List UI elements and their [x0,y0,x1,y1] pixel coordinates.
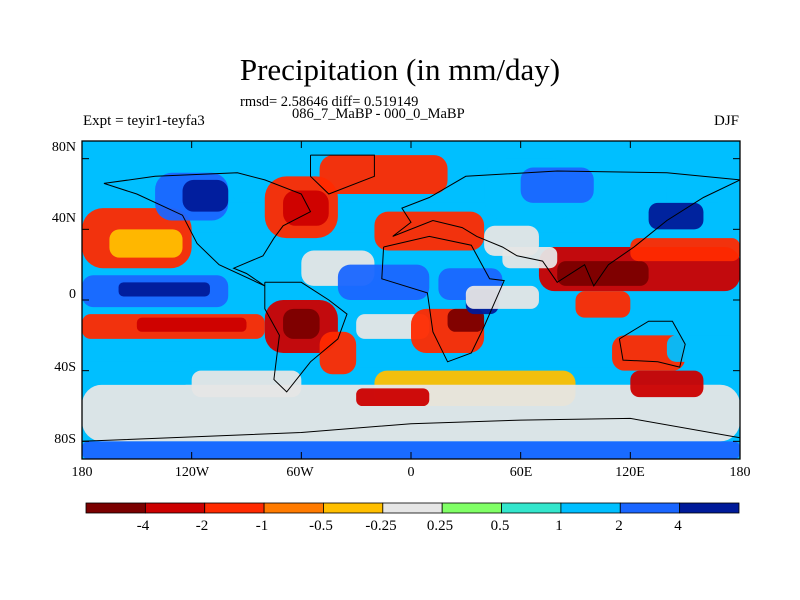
anomaly-patch [182,179,229,212]
colorbar-swatch [85,502,146,514]
precipitation-field [82,141,740,459]
x-tick-label: 120E [615,465,645,480]
colorbar-swatch [204,502,265,514]
colorbar-tick-label: 4 [674,518,682,534]
comparison-label: 086_7_MaBP - 000_0_MaBP [292,106,465,122]
colorbar-swatch [144,502,206,514]
x-tick-label: 180 [729,465,751,480]
anomaly-patch [465,285,539,309]
anomaly-patch [283,190,329,226]
anomaly-patch [319,155,448,194]
coastline-segment [392,170,740,287]
anomaly-patch [575,291,631,318]
anomaly-patch [356,388,430,406]
colorbar-swatch [619,502,681,514]
colorbar-tick-label: 1 [555,518,563,534]
coastline [82,154,740,442]
anomaly-patch [283,308,320,339]
x-tick-label: 60W [286,465,314,480]
coastline-segment [618,320,686,368]
chart-title: Precipitation (in mm/day) [239,52,561,87]
y-tick-label: 80N [51,140,76,155]
colorbar-tick-label: -2 [195,518,209,534]
anomaly-patch [82,361,192,385]
colorbar-tick-label: -0.5 [309,518,333,534]
colorbar-swatch [441,502,502,514]
anomaly-patch [447,308,485,332]
anomaly-patch [648,202,704,230]
anomaly-patch [630,370,704,398]
anomaly-patch [337,264,430,300]
anomaly-patch [82,441,740,459]
colorbar-tick-label: 0.25 [426,518,454,534]
coastline-segment [264,281,348,393]
anomaly-patch [630,238,740,262]
x-tick-label: 0 [407,465,415,480]
axis-ticks [81,141,741,459]
colorbar-swatch [501,502,562,514]
coastline-segment [310,154,375,195]
colorbar-tick-label: -0.25 [365,518,397,534]
anomaly-patch [612,335,686,371]
anomaly-patch [666,335,740,362]
experiment-label: Expt = teyir1-teyfa3 [83,113,205,129]
x-tick-label: 120W [174,465,210,480]
colorbar-swatch [382,502,443,514]
colorbar [85,502,740,514]
colorbar-tick-label: 2 [615,518,623,534]
stats-line: rmsd= 2.58646 diff= 0.519149 [240,94,419,110]
x-tick-label: 60E [509,465,533,480]
colorbar-tick-label: -4 [136,518,150,534]
y-tick-label: 0 [69,287,76,302]
anomaly-patch [520,167,594,203]
y-tick-label: 40S [54,360,76,375]
coastline-segment [381,235,505,363]
y-tick-label: 40N [51,211,76,226]
anomaly-patch [191,370,302,398]
anomaly-patch [82,384,740,442]
anomaly-patch [484,225,539,256]
anomaly-patch [136,317,247,332]
anomaly-patch [374,211,485,251]
anomaly-patch [593,176,667,221]
colorbar-tick-label: -1 [255,518,269,534]
anomaly-patch [109,229,183,258]
y-tick-label: 80S [54,432,76,447]
anomaly-patch [118,282,210,297]
coastline-segment [103,172,312,287]
coastline-segment [82,417,740,442]
colorbar-swatch [263,502,324,514]
colorbar-tick-label: 0.5 [490,518,510,534]
season-label: DJF [713,113,739,129]
x-tick-label: 180 [71,465,93,480]
anomaly-patch [319,331,357,375]
colorbar-swatch [679,502,740,514]
colorbar-swatch [323,502,384,514]
colorbar-swatch [560,502,621,514]
